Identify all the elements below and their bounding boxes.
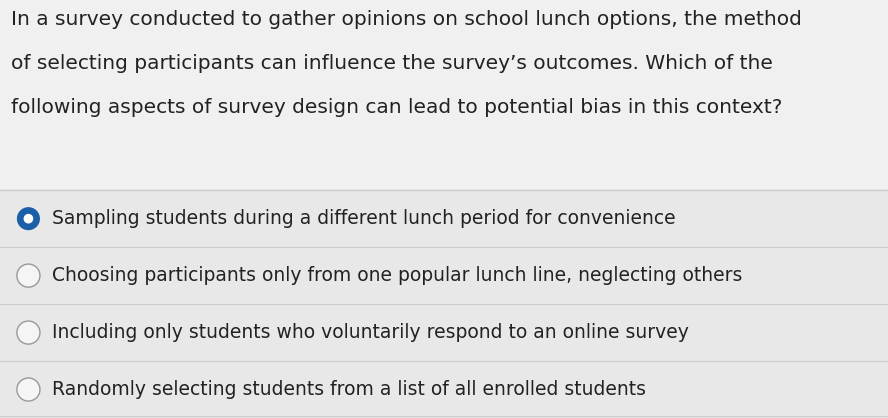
Ellipse shape: [24, 214, 33, 224]
Text: Sampling students during a different lunch period for convenience: Sampling students during a different lun…: [52, 209, 675, 228]
Ellipse shape: [17, 207, 40, 230]
Text: of selecting participants can influence the survey’s outcomes. Which of the: of selecting participants can influence …: [11, 54, 773, 73]
Bar: [0, 0, 888, 190]
Ellipse shape: [17, 264, 40, 287]
Ellipse shape: [17, 321, 40, 344]
Ellipse shape: [17, 378, 40, 401]
Text: Choosing participants only from one popular lunch line, neglecting others: Choosing participants only from one popu…: [52, 266, 741, 285]
Text: Randomly selecting students from a list of all enrolled students: Randomly selecting students from a list …: [52, 380, 646, 399]
Text: following aspects of survey design can lead to potential bias in this context?: following aspects of survey design can l…: [11, 98, 782, 117]
Bar: [0, 190, 888, 418]
Text: In a survey conducted to gather opinions on school lunch options, the method: In a survey conducted to gather opinions…: [11, 10, 802, 29]
Text: Including only students who voluntarily respond to an online survey: Including only students who voluntarily …: [52, 323, 688, 342]
